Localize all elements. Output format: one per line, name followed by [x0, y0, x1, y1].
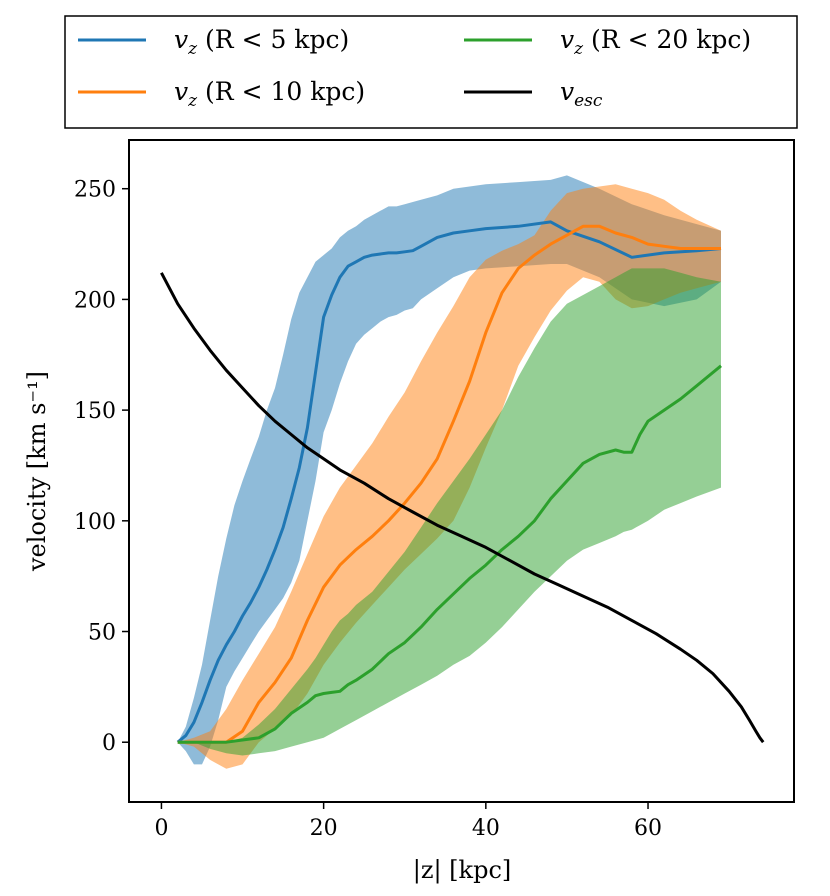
x-tick-label: 40 [472, 816, 500, 841]
legend-item-vz_R10: vz (R < 10 kpc) [78, 77, 365, 111]
y-tick-label: 250 [74, 178, 116, 203]
x-tick-label: 60 [634, 816, 662, 841]
x-axis-ticks: 0 20 40 60 [154, 802, 662, 841]
y-tick-label: 50 [88, 621, 116, 646]
y-tick-label: 150 [74, 399, 116, 424]
y-axis-label: velocity [km s⁻¹] [23, 371, 51, 572]
legend-item-vesc: vesc [464, 77, 603, 111]
vz_R20-band [177, 268, 721, 756]
legend: vz (R < 5 kpc) vz (R < 10 kpc) vz (R < 20 … [64, 15, 798, 129]
vz_R10-band [177, 184, 721, 769]
legend-item-vz_R5: vz (R < 5 kpc) [78, 25, 349, 59]
legend-frame [64, 15, 798, 129]
y-tick-label: 0 [102, 731, 116, 756]
vz_R20-line [177, 364, 722, 744]
x-tick-label: 0 [154, 816, 168, 841]
vz_R5-line [176, 220, 722, 744]
confidence-bands [177, 175, 721, 769]
vz_R10-line [177, 224, 721, 744]
legend-label: vesc [560, 77, 603, 111]
legend-label: vz (R < 5 kpc) [174, 25, 349, 59]
legend-label: vz (R < 20 kpc) [560, 25, 751, 59]
x-axis-label: |z| [kpc] [413, 856, 512, 885]
legend-label: vz (R < 10 kpc) [174, 77, 365, 111]
y-tick-label: 100 [74, 510, 116, 535]
legend-item-vz_R20: vz (R < 20 kpc) [464, 25, 751, 59]
series-lines [160, 220, 765, 744]
y-tick-label: 200 [74, 288, 116, 313]
x-tick-label: 20 [310, 816, 338, 841]
y-axis-ticks: 0 50 100 150 200 250 [74, 178, 129, 756]
plot-frame [128, 139, 795, 803]
vesc-line [160, 272, 765, 744]
vz_R5-band [177, 175, 721, 765]
